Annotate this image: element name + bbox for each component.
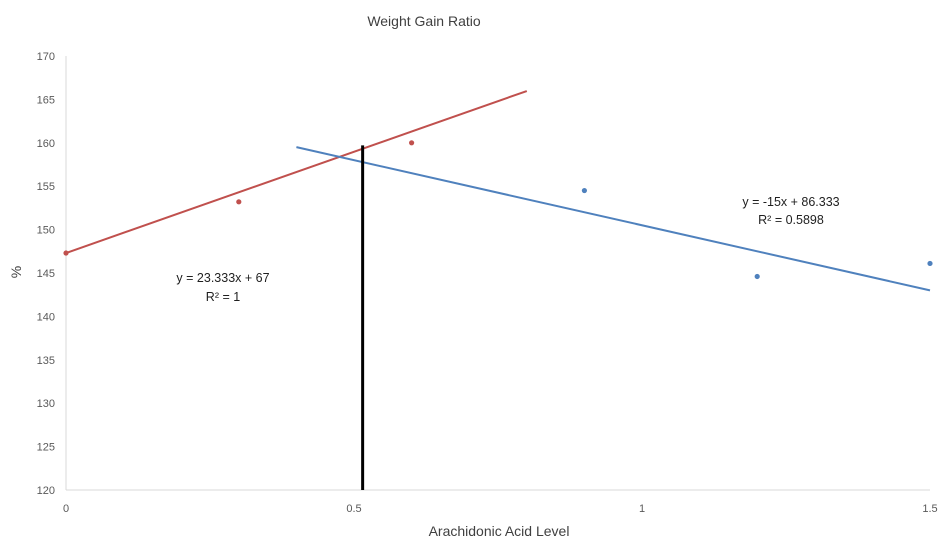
chart-title: Weight Gain Ratio — [367, 13, 481, 29]
series-2-r2: R² = 0.5898 — [758, 213, 824, 227]
y-tick-label: 160 — [37, 138, 55, 150]
y-tick-label: 165 — [37, 94, 55, 106]
series-1-point — [63, 250, 69, 256]
series-1-trendline — [65, 90, 528, 254]
y-tick-label: 130 — [37, 398, 55, 410]
plot-area — [63, 90, 933, 490]
y-tick-label: 150 — [37, 225, 55, 237]
x-axis-label: Arachidonic Acid Level — [429, 523, 570, 539]
x-tick-label: 1 — [639, 503, 645, 515]
x-axis: 0 0.5 1 1.5 — [63, 489, 938, 515]
y-tick-label: 145 — [37, 268, 55, 280]
series-1-point — [409, 140, 415, 146]
y-tick-label: 140 — [37, 311, 55, 323]
x-tick-label: 0 — [63, 503, 69, 515]
series-1-r2: R² = 1 — [206, 290, 240, 304]
series-1-point — [236, 199, 242, 205]
series-2-point — [581, 187, 588, 194]
y-tick-label: 125 — [37, 442, 55, 454]
series-2-point — [754, 273, 760, 280]
y-axis-label: % — [8, 266, 24, 278]
series-1-equation: y = 23.333x + 67 — [176, 271, 269, 285]
x-tick-label: 1.5 — [922, 503, 937, 515]
y-tick-label: 155 — [37, 181, 55, 193]
y-axis: 120 125 130 135 140 145 150 155 160 165 170 — [37, 51, 67, 497]
y-tick-label: 170 — [37, 51, 55, 63]
y-tick-label: 120 — [37, 485, 55, 497]
series-2-point — [927, 260, 933, 267]
x-tick-label: 0.5 — [346, 503, 361, 515]
y-tick-label: 135 — [37, 355, 55, 367]
series-2-trendline — [296, 146, 931, 292]
series-2-equation: y = -15x + 86.333 — [742, 195, 839, 209]
